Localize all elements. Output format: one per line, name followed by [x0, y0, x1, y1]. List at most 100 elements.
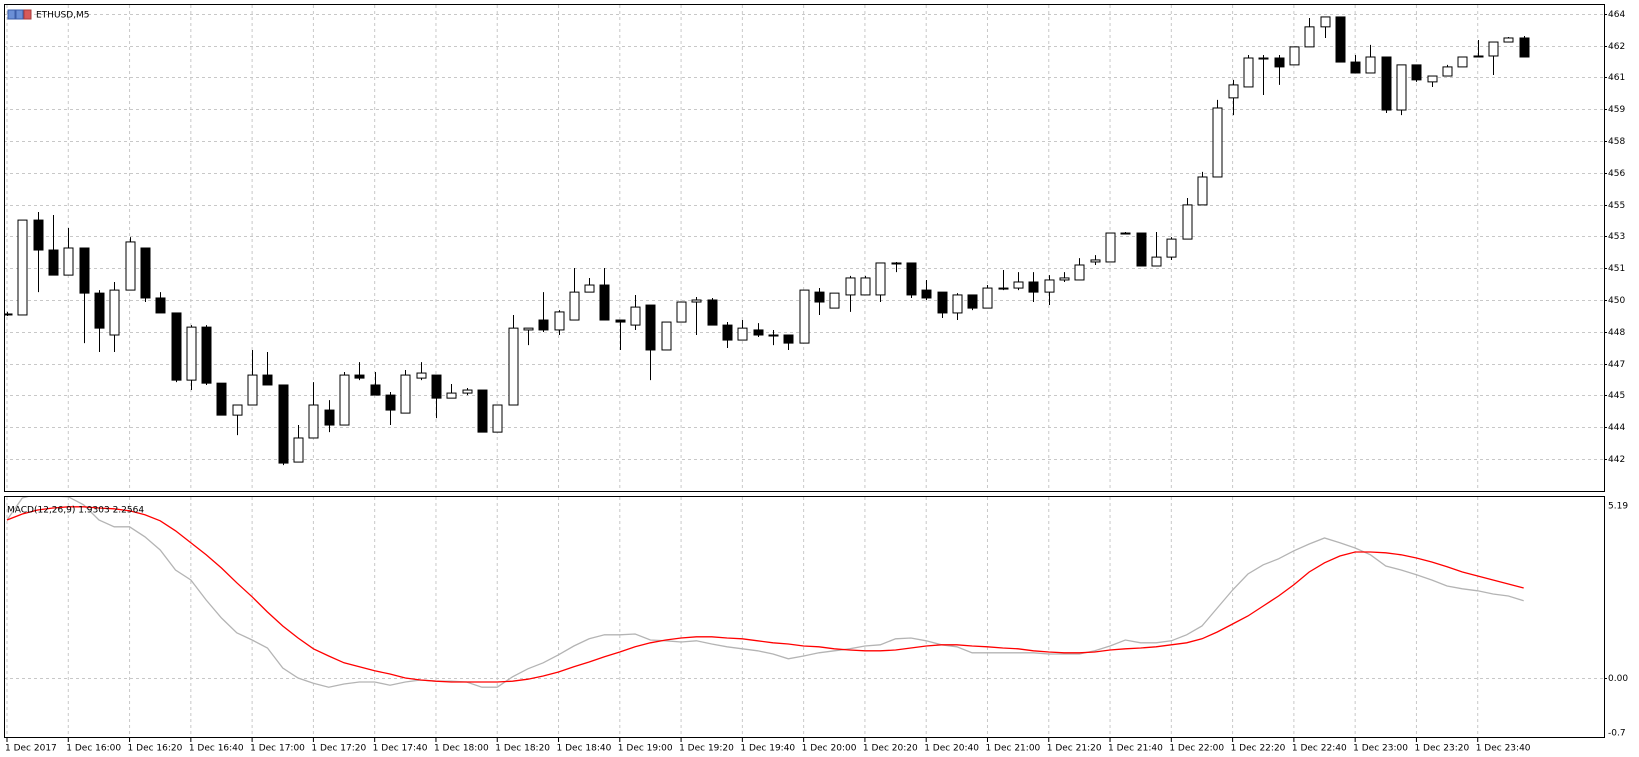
x-tick-label: 1 Dec 17:20 [311, 744, 366, 754]
candle-body [262, 374, 273, 386]
candle-body [462, 389, 473, 394]
x-tick-label: 1 Dec 2017 [5, 744, 57, 754]
candle-body [293, 437, 304, 463]
candle-body [186, 326, 197, 381]
candle-body [1120, 232, 1131, 235]
y-tick-label: 455 [1608, 201, 1625, 211]
macd-scale-min: -0.7 [1608, 729, 1626, 739]
price-marks [4, 16, 1530, 466]
candle-body [1365, 56, 1376, 74]
candle-body [109, 289, 120, 336]
candle-body [1457, 56, 1468, 68]
candle-body [891, 262, 902, 265]
candle-body [354, 374, 365, 379]
x-tick-label: 1 Dec 21:00 [985, 744, 1040, 754]
y-tick-label: 450 [1608, 296, 1625, 306]
candle-body [125, 241, 136, 291]
candle-body [385, 394, 396, 411]
candle-body [477, 389, 488, 433]
candle-body [400, 374, 411, 414]
candle-body [1013, 281, 1024, 289]
y-tick-label: 444 [1608, 423, 1625, 433]
y-tick-label: 459 [1608, 105, 1625, 115]
x-tick-label: 1 Dec 20:40 [924, 744, 979, 754]
x-tick-label: 1 Dec 18:00 [434, 744, 489, 754]
candle-body [1350, 61, 1361, 74]
macd-marks [6, 497, 1524, 688]
candle-body [1411, 64, 1422, 81]
candle-body [1442, 66, 1453, 77]
candle-body [508, 327, 519, 406]
candle-body [1182, 204, 1193, 240]
candle-body [1059, 277, 1070, 281]
candle-body [998, 287, 1009, 290]
candle-body [1228, 84, 1239, 99]
candle-body [1427, 75, 1438, 83]
x-tick-label: 1 Dec 21:40 [1108, 744, 1163, 754]
candle-body [906, 262, 917, 296]
candle-body [952, 294, 963, 314]
candle-body [278, 384, 289, 464]
price-panel-frame [4, 4, 1605, 492]
candle-body [753, 329, 764, 336]
x-tick-label: 1 Dec 17:40 [373, 744, 428, 754]
candle-body [1488, 41, 1499, 57]
x-tick-label: 1 Dec 22:20 [1231, 744, 1286, 754]
candle-body [1335, 16, 1346, 63]
y-tick-label: 453 [1608, 232, 1625, 242]
candle-body [370, 384, 381, 396]
candle-body [1105, 232, 1116, 263]
candle-body [48, 249, 59, 276]
candle-body [216, 382, 227, 416]
candle-body [554, 311, 565, 331]
x-tick-label: 1 Dec 18:40 [557, 744, 612, 754]
x-tick-label: 1 Dec 22:40 [1292, 744, 1347, 754]
x-tick-label: 1 Dec 19:40 [740, 744, 795, 754]
y-tick-label: 447 [1608, 360, 1625, 370]
symbol-icon [7, 9, 32, 20]
candle-body [615, 319, 626, 323]
candle-body [94, 292, 105, 329]
y-tick-label: 442 [1608, 455, 1625, 465]
candle-body [676, 301, 687, 323]
candle-body [1243, 57, 1254, 88]
x-tick-label: 1 Dec 23:20 [1414, 744, 1469, 754]
x-tick-label: 1 Dec 20:00 [802, 744, 857, 754]
candle-body [967, 294, 978, 309]
x-tick-label: 1 Dec 19:00 [618, 744, 673, 754]
candle-body [1166, 238, 1177, 258]
candle-body [599, 284, 610, 321]
macd-panel-frame [4, 496, 1605, 738]
x-tick-label: 1 Dec 20:20 [863, 744, 918, 754]
x-tick-label: 1 Dec 17:00 [250, 744, 305, 754]
candle-body [1074, 264, 1085, 281]
chart-title: ETHUSD,M5 [36, 11, 90, 21]
candle-body [1044, 279, 1055, 293]
candle-body [324, 409, 335, 426]
x-tick-label: 1 Dec 23:00 [1353, 744, 1408, 754]
candle-body [645, 304, 656, 351]
x-tick-label: 1 Dec 18:20 [495, 744, 550, 754]
candle-body [232, 404, 243, 416]
candle-body [523, 327, 534, 331]
candle-body [584, 284, 595, 293]
y-tick-label: 0.00 [1608, 674, 1628, 684]
y-tick-label: 445 [1608, 391, 1625, 401]
macd-line [6, 506, 1524, 683]
y-tick-label: 464 [1608, 10, 1625, 20]
y-tick-label: 448 [1608, 328, 1625, 338]
candle-body [982, 287, 993, 309]
candle-body [1503, 37, 1514, 43]
x-tick-label: 1 Dec 22:00 [1169, 744, 1224, 754]
candle-body [722, 324, 733, 341]
candle-body [201, 326, 212, 384]
x-tick-label: 1 Dec 21:20 [1047, 744, 1102, 754]
candle-body [171, 312, 182, 381]
candle-body [768, 334, 779, 337]
x-tick-label: 1 Dec 19:20 [679, 744, 734, 754]
candle-body [1151, 256, 1162, 267]
x-tick-label: 1 Dec 16:40 [189, 744, 244, 754]
macd-scale-max: 5.19 [1608, 502, 1628, 512]
